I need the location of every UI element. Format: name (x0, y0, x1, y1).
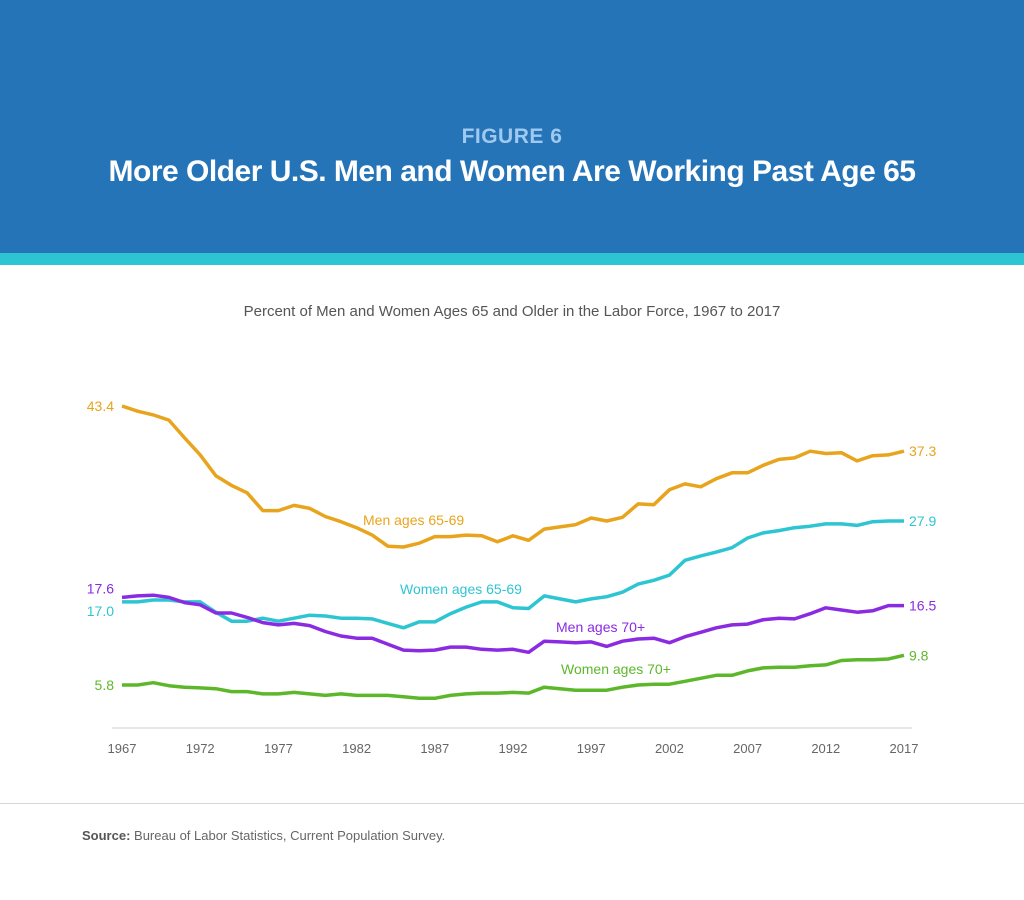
start-value-label: 43.4 (87, 398, 114, 414)
x-tick-label: 1977 (264, 741, 293, 756)
figure-label: FIGURE 6 (461, 125, 563, 148)
source-text: Bureau of Labor Statistics, Current Popu… (134, 828, 446, 843)
start-value-label: 17.0 (87, 603, 114, 619)
x-tick-label: 1967 (108, 741, 137, 756)
end-value-label: 37.3 (909, 443, 936, 459)
series-name-label: Women ages 65-69 (400, 581, 522, 597)
series-name-label: Women ages 70+ (561, 661, 671, 677)
line-chart: 1967 1972 1977 1982 1987 1992 1997 2002 2007 2012… (87, 398, 937, 756)
x-tick-label: 2002 (655, 741, 684, 756)
series-name-label: Men ages 65-69 (363, 512, 464, 528)
x-tick-label: 1987 (420, 741, 449, 756)
x-tick-label: 2007 (733, 741, 762, 756)
source-note: Source: Bureau of Labor Statistics, Curr… (82, 828, 445, 843)
x-tick-label: 2012 (811, 741, 840, 756)
end-value-label: 27.9 (909, 513, 936, 529)
series-line (121, 404, 905, 549)
page-title: More Older U.S. Men and Women Are Workin… (108, 155, 917, 188)
divider (0, 803, 1024, 804)
series-name-label: Men ages 70+ (556, 619, 645, 635)
accent-stripe (0, 253, 1024, 265)
header-banner (0, 0, 1024, 253)
source-label: Source: (82, 828, 131, 843)
series-line (121, 593, 904, 655)
x-tick-label: 1992 (499, 741, 528, 756)
x-tick-label: 1972 (186, 741, 215, 756)
start-value-label: 5.8 (95, 677, 115, 693)
x-tick-label: 1982 (342, 741, 371, 756)
series-line (122, 653, 905, 701)
chart-title: Percent of Men and Women Ages 65 and Old… (243, 303, 781, 320)
x-tick-label: 2017 (890, 741, 919, 756)
end-value-label: 16.5 (909, 598, 936, 614)
x-tick-label: 1997 (577, 741, 606, 756)
start-value-label: 17.6 (87, 580, 114, 596)
end-value-label: 9.8 (909, 647, 929, 663)
